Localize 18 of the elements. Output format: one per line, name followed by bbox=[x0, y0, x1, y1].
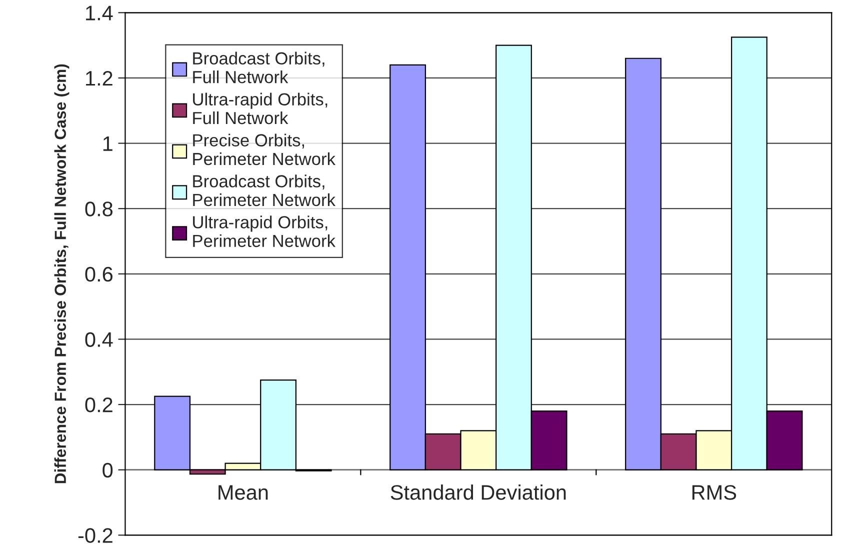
y-tick-label: -0.2 bbox=[78, 528, 112, 543]
x-tick-label: Standard Deviation bbox=[390, 484, 566, 500]
x-tick-label: Mean bbox=[218, 485, 268, 500]
y-axis-title: Difference From Precise Orbits, Full Network Case (cm) bbox=[54, 64, 70, 484]
y-tick-label: 0.8 bbox=[85, 202, 112, 216]
legend-label: Ultra-rapid Orbits, Perimeter Network bbox=[193, 216, 336, 248]
y-tick-label: 0 bbox=[102, 462, 113, 478]
y-tick-label: 1.4 bbox=[86, 6, 113, 20]
legend-label: Broadcast Orbits, Perimeter Network bbox=[193, 174, 336, 206]
legend-label: Precise Orbits, Perimeter Network bbox=[193, 134, 336, 166]
y-tick-label: 0.2 bbox=[85, 398, 112, 412]
y-tick-label: 1 bbox=[103, 136, 112, 151]
y-tick-label: 0.6 bbox=[85, 266, 112, 282]
y-tick-label: 1.2 bbox=[86, 70, 112, 86]
y-tick-label: 0.4 bbox=[85, 332, 113, 347]
x-tick-label: RMS bbox=[692, 485, 736, 500]
legend-label: Ultra-rapid Orbits, Full Network bbox=[193, 92, 328, 124]
legend-label: Broadcast Orbits, Full Network bbox=[193, 52, 324, 84]
